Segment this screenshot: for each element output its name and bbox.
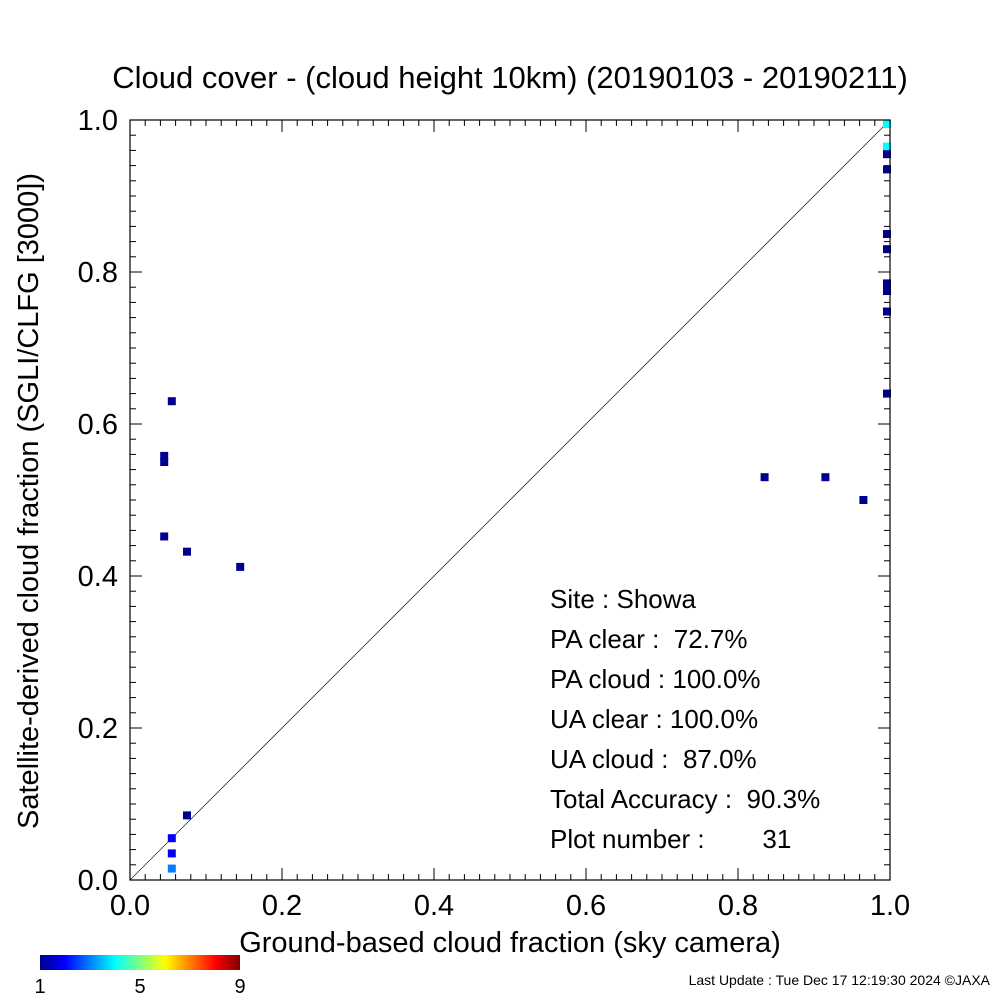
data-point (883, 279, 891, 288)
data-point (167, 397, 176, 406)
last-update-text: Last Update : Tue Dec 17 12:19:30 2024 ©… (689, 972, 991, 988)
data-point (160, 532, 169, 541)
data-point (183, 547, 191, 556)
stat-line: UA clear : 100.0% (550, 704, 758, 734)
x-tick-label: 0.6 (566, 890, 606, 922)
data-points (160, 120, 891, 873)
y-tick-label: 0.8 (78, 257, 118, 289)
axis-tick-labels: 0.0 0.2 0.4 0.6 0.8 1.0 0.0 0.2 0.4 0.6 0.8 1.0 (78, 105, 910, 922)
x-tick-label: 0.4 (414, 890, 454, 922)
data-point (167, 834, 176, 843)
x-tick-label: 0.2 (262, 890, 302, 922)
y-tick-label: 0.6 (78, 409, 118, 441)
plot-frame (129, 119, 891, 881)
data-point (883, 389, 891, 398)
statistics-panel: Site : Showa PA clear : 72.7% PA cloud : 1… (550, 584, 820, 854)
stat-line: Plot number : 31 (550, 824, 791, 854)
data-point (883, 120, 891, 128)
data-point (236, 562, 245, 571)
axis-ticks (129, 119, 891, 881)
y-tick-label: 0.4 (78, 561, 118, 593)
x-tick-label: 1.0 (870, 890, 910, 922)
reference-line-group (129, 119, 891, 881)
data-point (883, 142, 891, 151)
colorbar-labels: 1 5 9 (34, 976, 245, 998)
data-point (167, 864, 176, 873)
data-point (160, 451, 169, 460)
data-point (183, 811, 191, 820)
x-axis-label: Ground-based cloud fraction (sky camera) (239, 927, 781, 959)
data-point (883, 307, 891, 316)
x-tick-label: 0.8 (718, 890, 758, 922)
data-point (883, 165, 891, 174)
x-tick-label: 0.0 (110, 890, 150, 922)
data-point (821, 473, 830, 482)
data-point (883, 230, 891, 238)
chart-title: Cloud cover - (cloud height 10km) (20190… (112, 60, 908, 95)
data-point (883, 287, 891, 295)
stat-line: PA clear : 72.7% (550, 624, 748, 654)
colorbar-tick-label: 1 (34, 976, 45, 998)
data-point (883, 150, 891, 159)
y-tick-label: 1.0 (78, 105, 118, 137)
y-axis-label: Satellite-derived cloud fraction (SGLI/C… (13, 173, 45, 829)
colorbar (40, 955, 240, 970)
data-point (859, 496, 868, 504)
data-point (160, 458, 169, 466)
data-point (883, 245, 891, 254)
colorbar-tick-label: 9 (234, 976, 245, 998)
one-to-one-line (129, 119, 891, 881)
stat-line: PA cloud : 100.0% (550, 664, 761, 694)
data-point (760, 473, 769, 482)
stat-line: Site : Showa (550, 584, 697, 614)
data-point (167, 849, 176, 858)
stat-line: Total Accuracy : 90.3% (550, 784, 820, 814)
colorbar-tick-label: 5 (134, 976, 145, 998)
y-tick-label: 0.0 (78, 865, 118, 897)
stat-line: UA cloud : 87.0% (550, 744, 757, 774)
y-tick-label: 0.2 (78, 713, 118, 745)
